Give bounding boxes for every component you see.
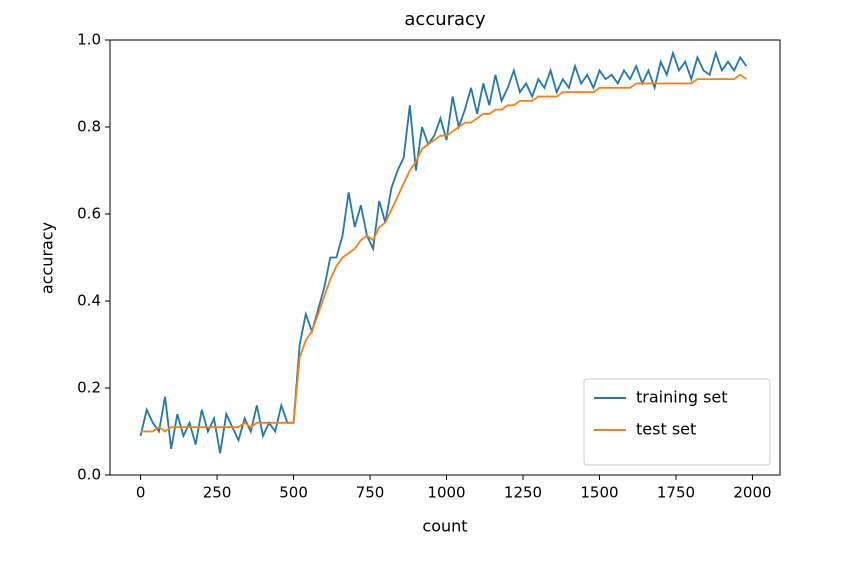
legend-label: test set	[636, 420, 696, 439]
x-axis-label: count	[422, 517, 467, 536]
x-tick-label: 250	[203, 484, 232, 502]
x-tick-label: 1750	[657, 484, 695, 502]
y-tick-label: 0.6	[77, 205, 101, 223]
series-line	[139, 50, 748, 454]
y-axis-label: accuracy	[38, 222, 57, 294]
y-tick-label: 1.0	[77, 31, 101, 49]
legend-box	[583, 378, 771, 466]
legend-label: training set	[636, 388, 728, 407]
x-tick-label: 1500	[580, 484, 618, 502]
x-tick-label: 0	[136, 484, 146, 502]
x-tick-label: 1250	[504, 484, 542, 502]
chart-title: accuracy	[404, 9, 486, 30]
x-tick-label: 500	[279, 484, 308, 502]
legend: training set test set	[583, 378, 771, 466]
y-tick-label: 0.0	[77, 466, 101, 484]
x-tick-label: 2000	[733, 484, 771, 502]
x-tick-label: 750	[356, 484, 385, 502]
x-tick-label: 1000	[427, 484, 465, 502]
y-tick-label: 0.2	[77, 379, 101, 397]
y-tick-label: 0.8	[77, 118, 101, 136]
y-tick-label: 0.4	[77, 292, 101, 310]
series-line	[140, 73, 747, 433]
plot-frame	[109, 39, 781, 476]
